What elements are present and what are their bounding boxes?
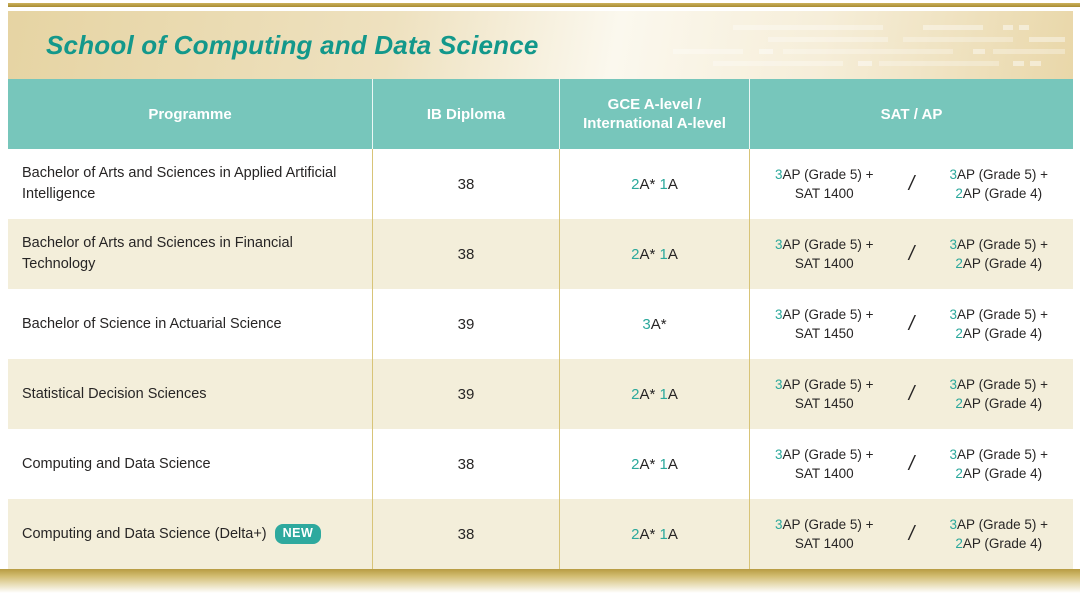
sat-ap-cell: 3AP (Grade 5) + SAT 1400 / 3AP (Grade 5)… <box>749 429 1073 499</box>
column-header-programme: Programme <box>148 105 232 123</box>
title-banner: School of Computing and Data Science <box>8 11 1073 79</box>
ib-diploma-cell: 38 <box>372 149 559 219</box>
table-row: Bachelor of Arts and Sciences in Applied… <box>8 149 1073 219</box>
sat-ap-cell: 3AP (Grade 5) + SAT 1450 / 3AP (Grade 5)… <box>749 289 1073 359</box>
option-separator-slash: / <box>908 382 915 405</box>
ib-diploma-cell: 38 <box>372 499 559 569</box>
option-separator-slash: / <box>908 312 915 335</box>
sat-ap-option-2: 3AP (Grade 5) + 2AP (Grade 4) <box>949 307 1048 341</box>
programme-cell: Computing and Data Science <box>8 429 372 499</box>
programme-cell: Statistical Decision Sciences <box>8 359 372 429</box>
circuit-pattern-decoration <box>673 25 1065 66</box>
table-row: Computing and Data Science 38 2A* 1A 3AP… <box>8 429 1073 499</box>
table-row: Statistical Decision Sciences 39 2A* 1A … <box>8 359 1073 429</box>
column-header-sat-ap: SAT / AP <box>749 79 1073 149</box>
programme-name: Computing and Data Science (Delta+) <box>22 525 267 542</box>
programme-name: Bachelor of Science in Actuarial Science <box>22 315 282 332</box>
option-separator-slash: / <box>908 242 915 265</box>
sat-ap-option-1: 3AP (Grade 5) + SAT 1400 <box>775 237 874 271</box>
programme-name: Bachelor of Arts and Sciences in Applied… <box>22 165 337 202</box>
option-separator-slash: / <box>908 172 915 195</box>
table-row: Bachelor of Science in Actuarial Science… <box>8 289 1073 359</box>
sat-ap-option-1: 3AP (Grade 5) + SAT 1450 <box>775 307 874 341</box>
sat-ap-cell: 3AP (Grade 5) + SAT 1400 / 3AP (Grade 5)… <box>749 219 1073 289</box>
programme-name: Bachelor of Arts and Sciences in Financi… <box>22 235 293 272</box>
page-title: School of Computing and Data Science <box>46 29 539 60</box>
sat-ap-option-2: 3AP (Grade 5) + 2AP (Grade 4) <box>949 447 1048 481</box>
sat-ap-option-2: 3AP (Grade 5) + 2AP (Grade 4) <box>949 517 1048 551</box>
ib-diploma-cell: 39 <box>372 359 559 429</box>
option-separator-slash: / <box>908 522 915 545</box>
ib-diploma-cell: 39 <box>372 289 559 359</box>
programme-name: Statistical Decision Sciences <box>22 385 207 402</box>
ib-diploma-cell: 38 <box>372 429 559 499</box>
table-row: Bachelor of Arts and Sciences in Financi… <box>8 219 1073 289</box>
table-header-row: Programme IB Diploma GCE A-level / Inter… <box>8 79 1073 149</box>
gce-cell: 2A* 1A <box>559 499 749 569</box>
programme-cell: Bachelor of Arts and Sciences in Financi… <box>8 219 372 289</box>
table-row: Computing and Data Science (Delta+) NEW 3… <box>8 499 1073 569</box>
top-gold-rule <box>8 3 1080 7</box>
programme-name: Computing and Data Science <box>22 455 211 472</box>
sat-ap-option-1: 3AP (Grade 5) + SAT 1450 <box>775 377 874 411</box>
sat-ap-cell: 3AP (Grade 5) + SAT 1400 / 3AP (Grade 5)… <box>749 149 1073 219</box>
admissions-table: Programme IB Diploma GCE A-level / Inter… <box>8 79 1073 569</box>
programme-cell: Bachelor of Arts and Sciences in Applied… <box>8 149 372 219</box>
sat-ap-option-2: 3AP (Grade 5) + 2AP (Grade 4) <box>949 377 1048 411</box>
gce-cell: 2A* 1A <box>559 219 749 289</box>
sat-ap-cell: 3AP (Grade 5) + SAT 1450 / 3AP (Grade 5)… <box>749 359 1073 429</box>
sat-ap-option-2: 3AP (Grade 5) + 2AP (Grade 4) <box>949 237 1048 271</box>
sat-ap-cell: 3AP (Grade 5) + SAT 1400 / 3AP (Grade 5)… <box>749 499 1073 569</box>
programme-cell: Computing and Data Science (Delta+) NEW <box>8 499 372 569</box>
sat-ap-option-1: 3AP (Grade 5) + SAT 1400 <box>775 167 874 201</box>
programme-cell: Bachelor of Science in Actuarial Science <box>8 289 372 359</box>
gce-cell: 2A* 1A <box>559 429 749 499</box>
gce-cell: 2A* 1A <box>559 359 749 429</box>
sat-ap-option-2: 3AP (Grade 5) + 2AP (Grade 4) <box>949 167 1048 201</box>
column-header-gce-a-level: GCE A-level / International A-level <box>559 79 749 149</box>
new-badge: NEW <box>274 524 322 544</box>
column-header-ib-diploma: IB Diploma <box>372 79 559 149</box>
bottom-gold-fade-bar <box>0 569 1080 593</box>
sat-ap-option-1: 3AP (Grade 5) + SAT 1400 <box>775 447 874 481</box>
ib-diploma-cell: 38 <box>372 219 559 289</box>
sat-ap-option-1: 3AP (Grade 5) + SAT 1400 <box>775 517 874 551</box>
gce-cell: 3A* <box>559 289 749 359</box>
gce-cell: 2A* 1A <box>559 149 749 219</box>
option-separator-slash: / <box>908 452 915 475</box>
